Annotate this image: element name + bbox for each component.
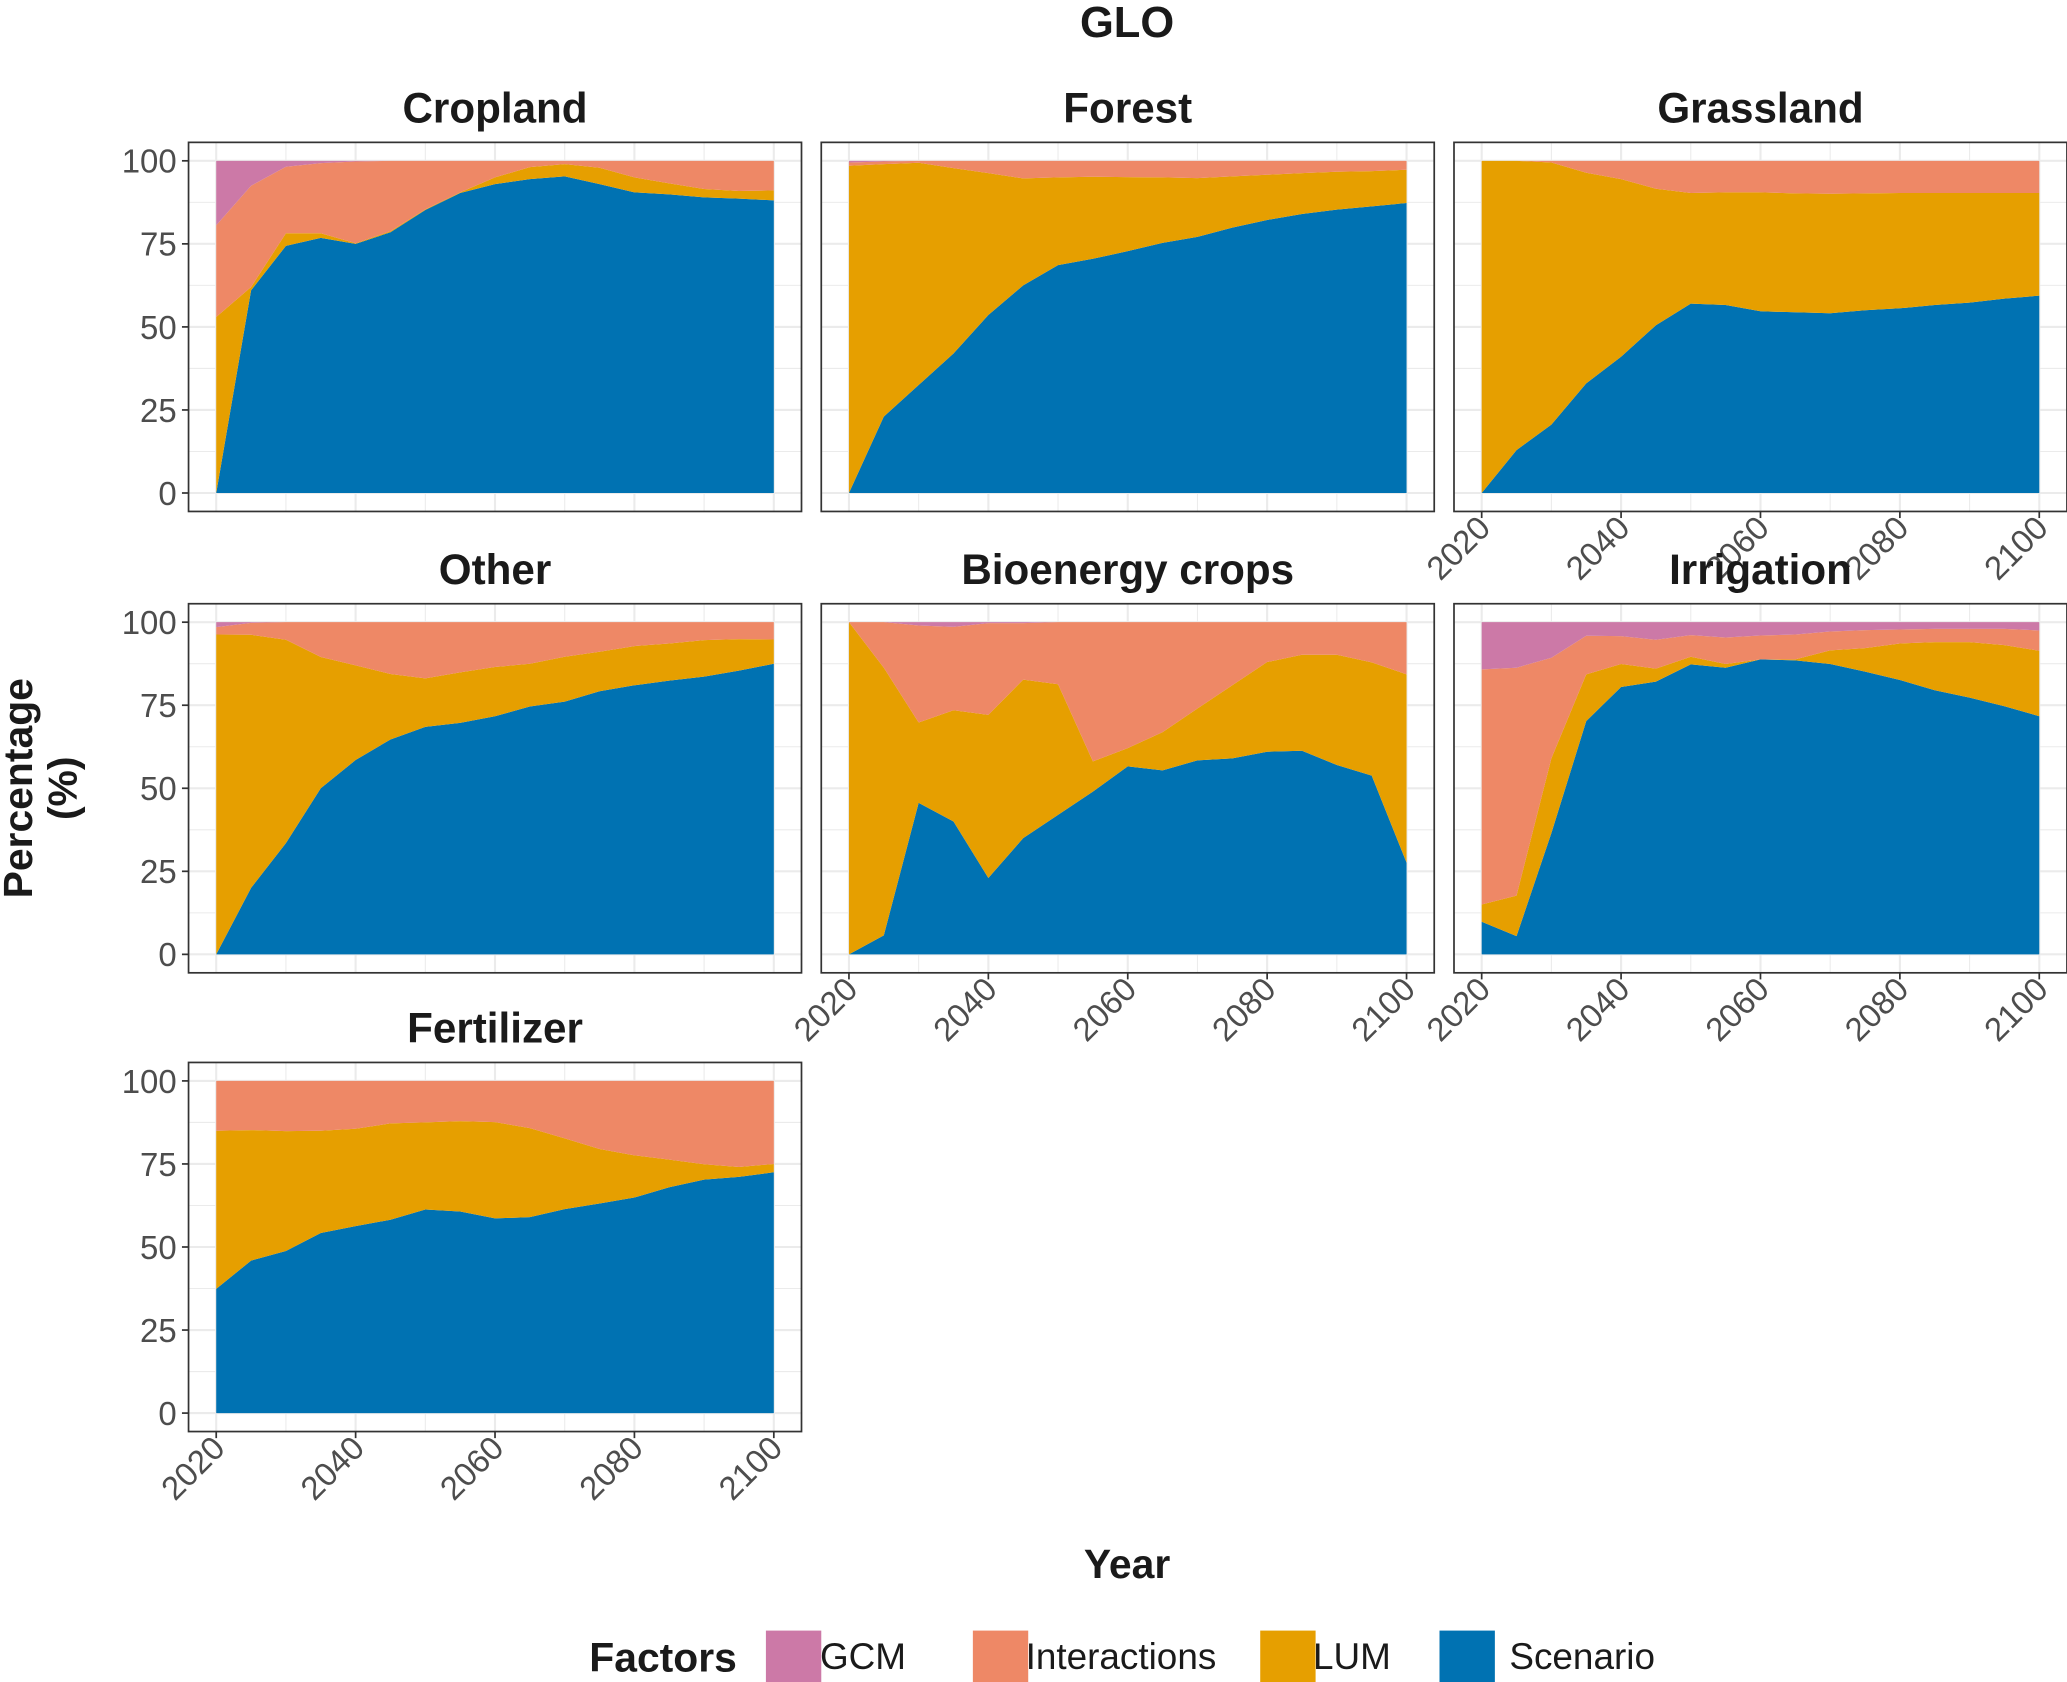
legend-label: GCM	[820, 1636, 906, 1677]
panel-cropland: Cropland 0 25 50 75 100	[122, 85, 803, 513]
y-tick-label: 0	[158, 936, 176, 973]
legend-item-scenario: Scenario	[1439, 1630, 1655, 1682]
panel-forest: Forest	[820, 85, 1436, 513]
panel-title: Irrigation	[1669, 546, 1852, 593]
legend-item-lum: LUM	[1260, 1630, 1391, 1682]
area-lum	[848, 622, 1407, 955]
panel-border	[820, 141, 1436, 513]
legend-key	[1260, 1630, 1316, 1682]
area-interactions	[848, 622, 1407, 762]
y-tick-label: 0	[158, 475, 176, 512]
area-interactions	[216, 622, 774, 679]
legend-key	[1439, 1630, 1495, 1682]
area-gcm	[216, 160, 774, 226]
legend-title: Factors	[589, 1634, 737, 1680]
y-axis-title: Percentage(%)	[0, 678, 86, 898]
area-interactions	[848, 160, 1407, 179]
area-interactions	[216, 1080, 774, 1167]
area-scenario	[1481, 295, 2040, 493]
area-scenario	[216, 663, 774, 955]
y-tick-label: 100	[122, 1063, 177, 1100]
y-tick-label: 100	[122, 143, 177, 180]
legend: Factors GCM Interactions LUM Scenario	[589, 1630, 1655, 1682]
panel-title: Other	[439, 546, 551, 593]
y-tick-label: 100	[122, 604, 177, 641]
area-lum	[216, 164, 774, 493]
area-gcm	[1481, 622, 2040, 670]
y-tick-label: 50	[140, 770, 177, 807]
area-interactions	[216, 160, 774, 317]
legend-label: Interactions	[1026, 1636, 1217, 1677]
y-tick-label: 50	[140, 1229, 177, 1266]
area-scenario	[848, 203, 1407, 494]
x-axis-title: Year	[1084, 1541, 1170, 1587]
area-scenario	[216, 176, 774, 493]
y-tick-label: 50	[140, 309, 177, 346]
legend-label: LUM	[1313, 1636, 1391, 1677]
area-lum	[848, 162, 1407, 493]
area-gcm	[848, 622, 1407, 627]
area-interactions	[1481, 160, 2040, 194]
y-tick-label: 75	[140, 226, 177, 263]
area-lum	[1481, 160, 2040, 493]
legend-label: Scenario	[1509, 1636, 1655, 1677]
panel-title: Cropland	[402, 85, 587, 132]
area-lum	[1481, 642, 2040, 937]
area-gcm	[848, 160, 1407, 163]
area-scenario	[1481, 659, 2040, 955]
legend-key	[765, 1630, 822, 1682]
y-tick-label: 75	[140, 687, 177, 724]
y-tick-label: 25	[140, 853, 177, 890]
y-tick-label: 75	[140, 1146, 177, 1183]
area-scenario	[848, 750, 1407, 955]
area-lum	[216, 634, 774, 955]
panel-title: Fertilizer	[407, 1005, 583, 1052]
panel-title: Forest	[1063, 85, 1192, 132]
y-axis-title-line: (%)	[40, 756, 86, 820]
legend-key	[972, 1630, 1029, 1682]
y-tick-label: 25	[140, 1312, 177, 1349]
legend-item-gcm: GCM	[765, 1630, 906, 1682]
panel-title: Grassland	[1657, 85, 1863, 132]
area-lum	[216, 1121, 774, 1289]
chart-title: GLO	[1080, 0, 1174, 47]
y-tick-label: 0	[158, 1395, 176, 1432]
legend-item-interactions: Interactions	[972, 1630, 1217, 1682]
area-scenario	[216, 1172, 774, 1414]
panel-title: Bioenergy crops	[961, 546, 1294, 593]
panel-other: Other 0 25 50 75 100	[122, 546, 803, 974]
y-tick-label: 25	[140, 392, 177, 429]
y-axis-title-line: Percentage	[0, 678, 41, 898]
